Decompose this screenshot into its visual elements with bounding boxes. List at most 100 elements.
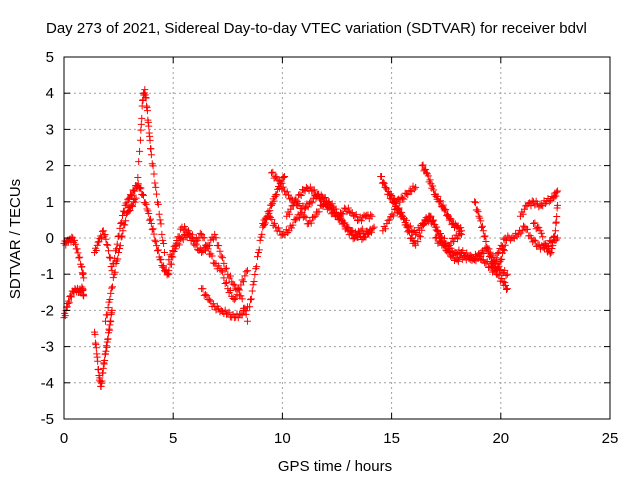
data-point (300, 205, 308, 213)
data-point (431, 221, 439, 229)
data-point (238, 311, 246, 319)
data-point (113, 240, 121, 248)
data-point (204, 245, 212, 253)
data-point (95, 366, 103, 374)
data-point (151, 179, 159, 187)
data-point (80, 292, 88, 300)
data-point (173, 237, 181, 245)
data-point (500, 247, 508, 255)
data-point (279, 183, 287, 191)
data-point (383, 220, 391, 228)
data-point (105, 253, 113, 261)
data-point (196, 229, 204, 237)
data-point (152, 183, 160, 191)
data-point (238, 295, 246, 303)
data-point (131, 187, 139, 195)
data-point (146, 216, 154, 224)
data-point (419, 161, 427, 169)
data-point (325, 198, 333, 206)
data-point (475, 212, 483, 220)
data-point (306, 183, 314, 191)
data-point (503, 285, 511, 293)
data-point (103, 311, 111, 319)
data-point (289, 201, 297, 209)
data-point (122, 217, 130, 225)
data-point (431, 234, 439, 242)
data-point (119, 227, 127, 235)
series-arc-3 (91, 306, 116, 390)
data-point (267, 169, 275, 177)
data-point (246, 303, 254, 311)
data-point (135, 158, 143, 166)
data-point (242, 268, 250, 276)
data-point (553, 212, 561, 220)
data-point (368, 212, 376, 220)
data-point (281, 172, 289, 180)
data-point (426, 176, 434, 184)
data-point (258, 230, 266, 238)
data-point (270, 197, 278, 205)
y-tick-label: 5 (46, 49, 54, 66)
data-point (485, 248, 493, 256)
data-points (60, 86, 562, 390)
data-point (254, 253, 262, 261)
data-point (495, 248, 503, 256)
data-point (458, 255, 466, 263)
data-point (217, 252, 225, 260)
data-point (554, 201, 562, 209)
data-point (400, 195, 408, 203)
data-point (217, 267, 225, 275)
data-point (489, 258, 497, 266)
data-point (519, 210, 527, 218)
data-point (471, 199, 479, 207)
data-point (317, 196, 325, 204)
data-point (399, 194, 407, 202)
data-point (118, 232, 126, 240)
data-point (198, 230, 206, 238)
data-point (150, 170, 158, 178)
data-point (479, 227, 487, 235)
data-point (389, 212, 397, 220)
data-point (126, 191, 134, 199)
series-arc-15 (385, 182, 420, 206)
data-point (92, 344, 100, 352)
data-point (95, 238, 103, 246)
data-point (150, 230, 158, 238)
data-point (358, 225, 366, 233)
data-point (146, 215, 154, 223)
data-point (269, 168, 277, 176)
data-point (102, 235, 110, 243)
series-arc-4 (91, 180, 173, 279)
data-point (148, 226, 156, 234)
data-point (523, 225, 531, 233)
data-point (402, 216, 410, 224)
data-point (308, 199, 316, 207)
data-point (433, 227, 441, 235)
data-point (440, 205, 448, 213)
data-point (137, 120, 145, 128)
data-point (233, 290, 241, 298)
data-point (249, 281, 257, 289)
x-tick-label: 5 (169, 430, 177, 447)
data-point (273, 191, 281, 199)
data-point (405, 223, 413, 231)
data-point (410, 185, 418, 193)
data-point (513, 232, 521, 240)
data-point (309, 187, 317, 195)
data-point (166, 251, 174, 259)
data-point (121, 221, 129, 229)
data-point (136, 185, 144, 193)
data-point (442, 206, 450, 214)
data-point (541, 199, 549, 207)
data-point (198, 248, 206, 256)
data-point (65, 297, 73, 305)
data-point (226, 272, 234, 280)
data-point (340, 220, 348, 228)
data-point (240, 278, 248, 286)
data-point (255, 246, 263, 254)
data-point (271, 219, 279, 227)
data-point (237, 292, 245, 300)
data-point (208, 252, 216, 260)
data-point (152, 238, 160, 246)
data-point (247, 296, 255, 304)
